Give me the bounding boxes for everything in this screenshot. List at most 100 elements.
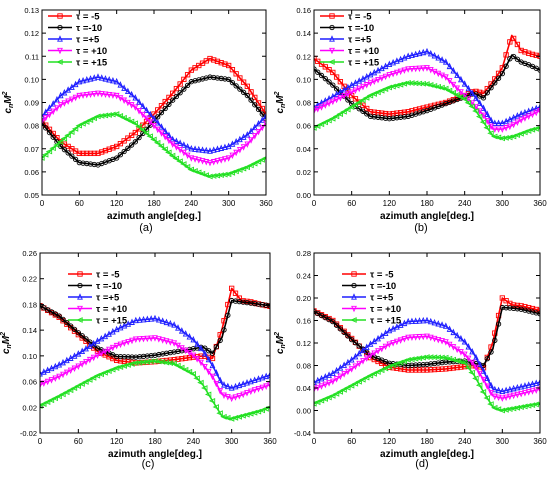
data-point	[510, 35, 517, 42]
panel-label: (a)	[139, 222, 152, 234]
data-point	[247, 162, 254, 169]
data-point	[113, 92, 120, 100]
data-point	[173, 93, 180, 100]
data-point	[178, 327, 185, 334]
data-point	[252, 102, 258, 108]
data-point	[420, 48, 427, 56]
data-point	[121, 354, 127, 360]
x-tick-label: 60	[347, 437, 356, 446]
data-point	[329, 378, 336, 386]
data-point	[457, 358, 464, 365]
y-axis-label: cnM2	[2, 91, 15, 113]
data-point	[416, 65, 423, 73]
data-point	[514, 41, 521, 48]
data-point	[240, 79, 247, 85]
y-tick-label: 0.00	[296, 407, 311, 416]
data-point	[460, 359, 468, 366]
data-point	[401, 54, 408, 61]
legend-marker	[57, 35, 63, 42]
data-point	[514, 119, 521, 126]
data-point	[487, 401, 494, 407]
data-point	[465, 343, 472, 350]
data-point	[94, 337, 101, 344]
data-point	[148, 315, 155, 322]
data-point	[491, 119, 498, 126]
data-point	[204, 391, 212, 398]
data-point	[121, 97, 128, 104]
data-point	[364, 111, 370, 117]
data-point	[427, 49, 434, 57]
data-point	[315, 58, 321, 64]
data-point	[476, 99, 483, 106]
panel-label: (b)	[414, 222, 427, 234]
y-tick-label: 0.06	[24, 168, 39, 177]
data-point	[476, 108, 483, 115]
data-point	[518, 110, 525, 117]
data-point	[450, 67, 457, 74]
data-point	[503, 117, 509, 125]
data-point	[248, 97, 254, 103]
data-point	[244, 299, 250, 306]
data-point	[401, 319, 408, 327]
data-point	[435, 366, 441, 372]
data-point	[352, 352, 359, 360]
data-point	[146, 133, 153, 140]
data-point	[367, 352, 374, 360]
data-point	[196, 77, 202, 83]
data-point	[202, 172, 209, 179]
data-point	[162, 134, 169, 141]
y-tick-label: 0.02	[296, 168, 311, 177]
data-point	[152, 335, 158, 342]
legend: τ = -5τ =-10τ =+5τ = +10τ = +15	[320, 12, 380, 69]
data-point	[233, 149, 240, 157]
data-point	[53, 142, 60, 148]
data-point	[255, 301, 262, 307]
data-point	[42, 151, 49, 158]
data-point	[233, 138, 240, 145]
data-point	[503, 52, 509, 58]
data-point	[495, 119, 502, 126]
legend-label: τ =-10	[96, 281, 122, 292]
data-point	[381, 365, 389, 372]
data-point	[435, 54, 442, 61]
data-point	[42, 120, 45, 126]
data-point	[251, 133, 258, 140]
data-point	[136, 134, 142, 141]
data-point	[80, 92, 86, 99]
data-point	[110, 92, 116, 99]
data-point	[397, 55, 404, 63]
data-point	[140, 122, 146, 128]
data-point	[52, 375, 59, 382]
data-point	[488, 349, 494, 355]
data-point	[80, 150, 86, 157]
data-point	[175, 324, 181, 331]
data-point	[222, 156, 228, 163]
data-point	[321, 396, 328, 402]
data-point	[330, 318, 336, 325]
y-tick-label: 0.24	[296, 272, 311, 281]
data-point	[87, 75, 94, 82]
data-point	[318, 72, 325, 79]
data-point	[458, 89, 464, 96]
data-point	[207, 55, 213, 62]
data-point	[449, 89, 457, 96]
y-tick-label: 0.08	[296, 362, 311, 371]
legend-marker	[57, 47, 63, 55]
data-point	[174, 362, 181, 369]
data-point	[263, 112, 266, 120]
data-point	[91, 161, 97, 168]
data-point	[409, 66, 415, 73]
data-point	[326, 67, 332, 73]
data-point	[224, 171, 232, 178]
data-point	[209, 361, 216, 369]
data-point	[484, 374, 491, 381]
data-point	[344, 106, 351, 113]
data-point	[91, 150, 97, 157]
data-point	[314, 386, 317, 393]
data-point	[110, 76, 116, 84]
data-point	[375, 348, 381, 355]
x-tick-label: 120	[383, 199, 397, 208]
data-point	[475, 113, 483, 120]
data-point	[318, 383, 325, 390]
data-point	[136, 98, 142, 105]
